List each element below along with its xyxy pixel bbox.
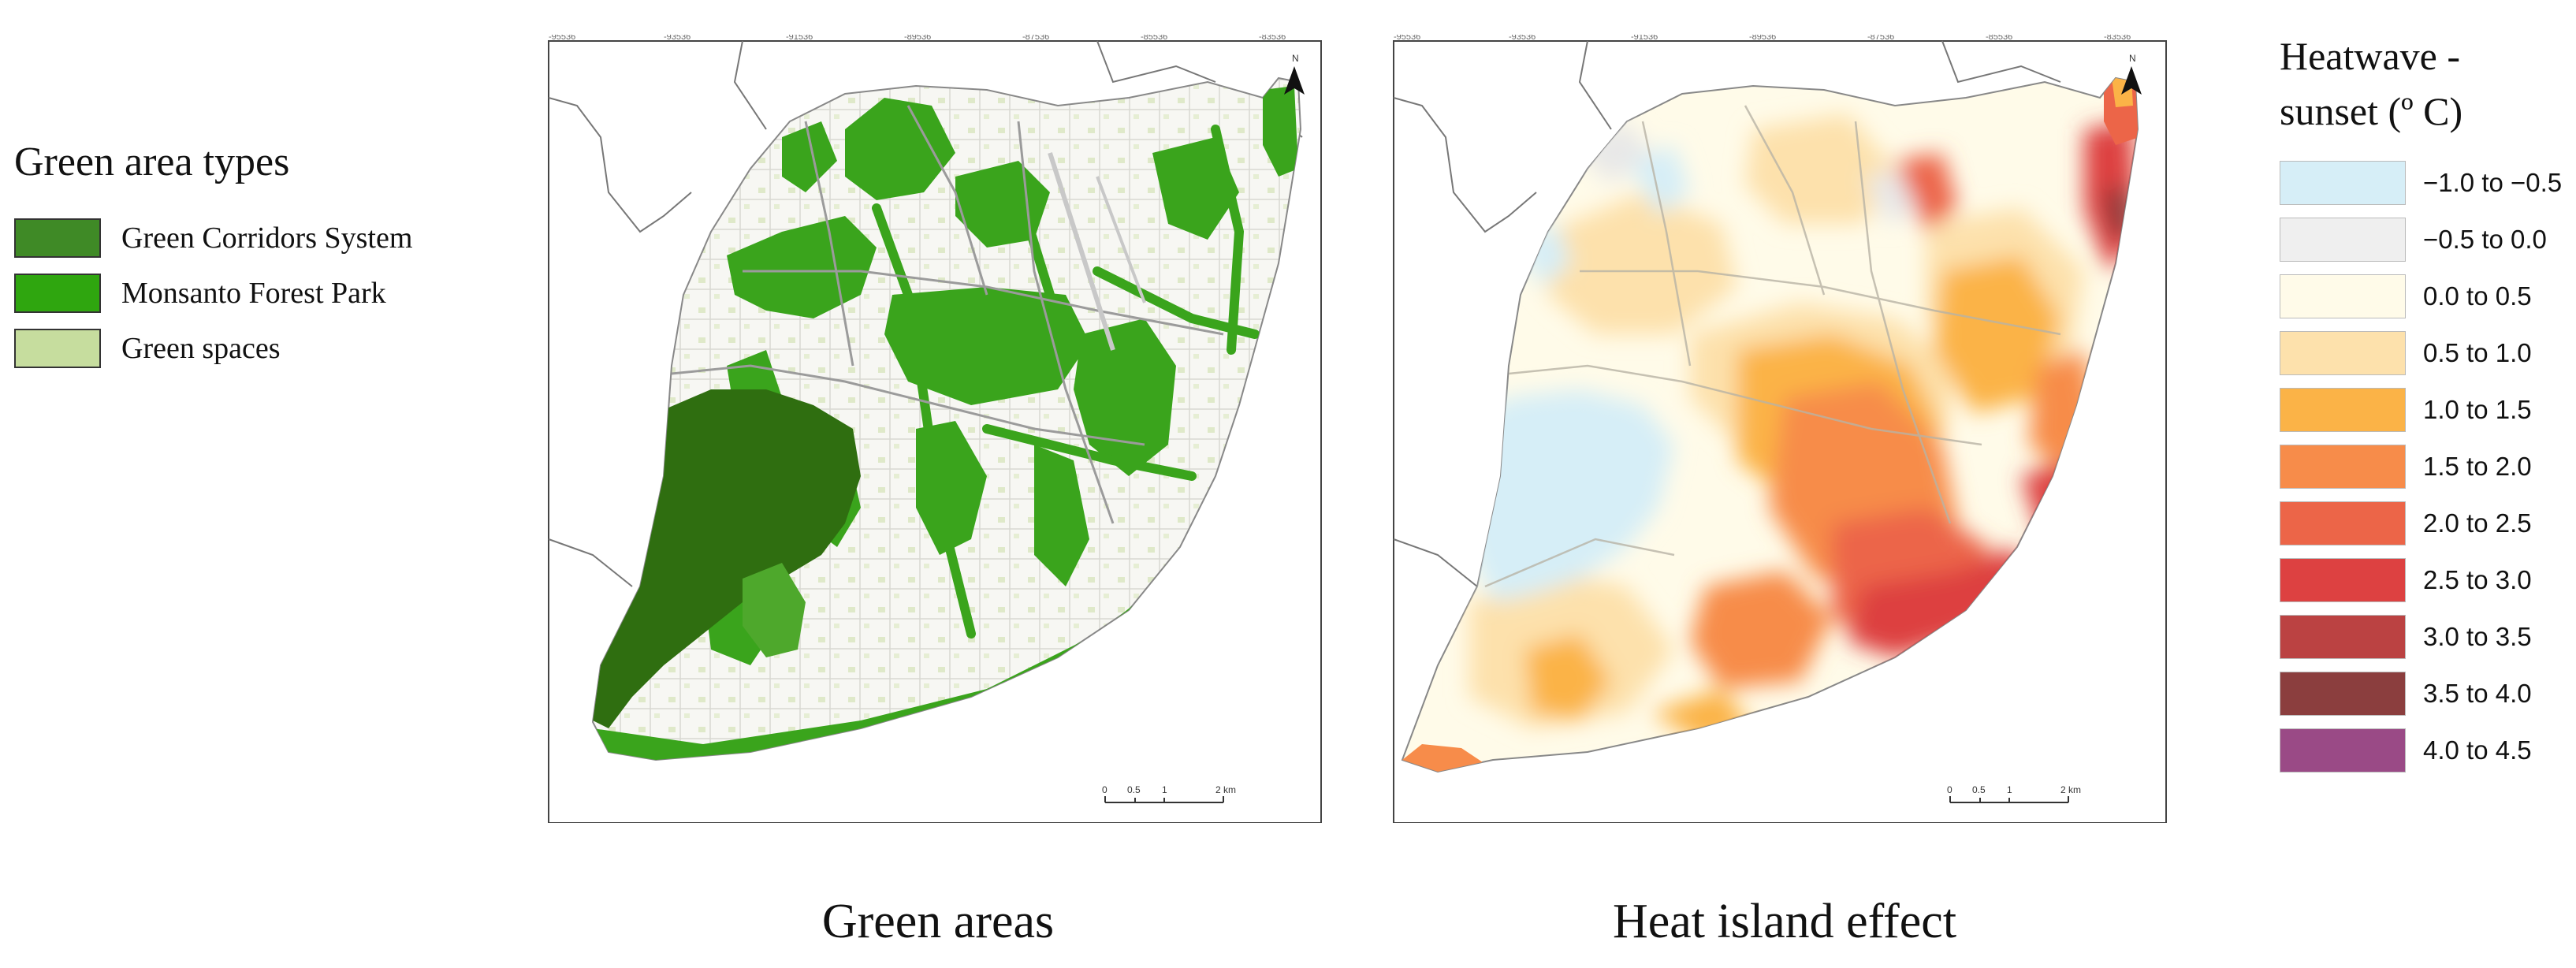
legend-label: 2.5 to 3.0 — [2423, 565, 2532, 594]
legend-label: 4.0 to 4.5 — [2423, 735, 2532, 765]
x-tick-top-0: -95536 — [1394, 35, 1420, 42]
scale-bar: 0 0.5 1 2 km — [1947, 784, 2081, 803]
x-tick-top-0: -95536 — [549, 35, 575, 42]
heat-map-caption: Heat island effect — [1612, 895, 1957, 948]
heatwave-legend: Heatwave - sunset (º C) −1.0 to −0.5 −0.… — [2280, 28, 2571, 784]
x-tick-top-4: -87536 — [1867, 35, 1894, 42]
scale-label-0: 0 — [1947, 784, 1952, 795]
legend-label: Green spaces — [121, 332, 281, 365]
scale-label-1: 1 — [2007, 784, 2012, 795]
heat-legend-title: Heatwave - sunset (º C) — [2280, 28, 2571, 139]
x-tick-top-2: -91536 — [1631, 35, 1658, 42]
legend-label: Monsanto Forest Park — [121, 277, 386, 310]
legend-item-green-corridors: Green Corridors System — [14, 216, 519, 260]
legend-swatch — [2280, 728, 2406, 773]
legend-swatch — [2280, 672, 2406, 716]
heat-legend-item: 3.5 to 4.0 — [2280, 670, 2571, 717]
heat-legend-item: 1.0 to 1.5 — [2280, 386, 2571, 434]
heat-legend-item: 0.0 to 0.5 — [2280, 273, 2571, 320]
legend-swatch — [2280, 388, 2406, 432]
heat-legend-item: 2.0 to 2.5 — [2280, 500, 2571, 547]
x-tick-labels: -95536 -93536 -91536 -89536 -87536 -8553… — [1394, 35, 2131, 42]
x-tick-top-6: -83536 — [1259, 35, 1286, 42]
legend-swatch — [2280, 161, 2406, 205]
legend-swatch — [2280, 331, 2406, 375]
x-tick-top-5: -85536 — [1986, 35, 2012, 42]
scale-label-05: 0.5 — [1972, 784, 1986, 795]
heat-legend-item: 2.5 to 3.0 — [2280, 557, 2571, 604]
scale-label-1: 1 — [1162, 784, 1167, 795]
x-tick-top-4: -87536 — [1022, 35, 1049, 42]
heat-legend-item: 0.5 to 1.0 — [2280, 329, 2571, 377]
legend-label: 3.0 to 3.5 — [2423, 622, 2532, 651]
scale-label-2km: 2 km — [1215, 784, 1236, 795]
green-legend-title: Green area types — [14, 140, 290, 184]
x-tick-top-1: -93536 — [1509, 35, 1536, 42]
legend-label: −0.5 to 0.0 — [2423, 225, 2547, 254]
legend-label: −1.0 to −0.5 — [2423, 168, 2563, 197]
heat-legend-item: 3.0 to 3.5 — [2280, 613, 2571, 661]
x-tick-top-1: -93536 — [664, 35, 691, 42]
legend-swatch — [2280, 501, 2406, 545]
legend-item-monsanto: Monsanto Forest Park — [14, 271, 519, 315]
legend-label: 0.0 to 0.5 — [2423, 281, 2532, 311]
north-arrow-icon: N — [2121, 53, 2142, 95]
legend-swatch — [2280, 558, 2406, 602]
legend-swatch — [14, 274, 101, 313]
legend-swatch — [2280, 615, 2406, 659]
legend-swatch — [2280, 274, 2406, 318]
heat-legend-title-line2: sunset (º C) — [2280, 89, 2463, 133]
x-tick-top-3: -89536 — [1749, 35, 1776, 42]
green-map-caption: Green areas — [821, 895, 1055, 948]
legend-swatch — [14, 329, 101, 368]
north-arrow-icon: N — [1284, 53, 1305, 95]
legend-swatch — [2280, 218, 2406, 262]
green-areas-map: -95536 -93536 -91536 -89536 -87536 -8553… — [545, 35, 1326, 823]
heat-legend-item: −0.5 to 0.0 — [2280, 216, 2571, 263]
legend-item-green-spaces: Green spaces — [14, 326, 519, 370]
scale-label-05: 0.5 — [1127, 784, 1141, 795]
north-label: N — [1292, 53, 1299, 64]
legend-label: 1.5 to 2.0 — [2423, 452, 2532, 481]
x-tick-top-2: -91536 — [786, 35, 813, 42]
legend-swatch — [2280, 445, 2406, 489]
x-tick-labels: -95536 -93536 -91536 -89536 -87536 -8553… — [549, 35, 1286, 42]
heat-legend-item: −1.0 to −0.5 — [2280, 159, 2571, 207]
x-tick-top-6: -83536 — [2104, 35, 2131, 42]
legend-label: 2.0 to 2.5 — [2423, 508, 2532, 538]
heat-legend-title-line1: Heatwave - — [2280, 34, 2461, 78]
heat-legend-item: 1.5 to 2.0 — [2280, 443, 2571, 490]
legend-label: 3.5 to 4.0 — [2423, 679, 2532, 708]
heat-legend-item: 4.0 to 4.5 — [2280, 727, 2571, 774]
scale-label-2km: 2 km — [2060, 784, 2081, 795]
x-tick-top-3: -89536 — [904, 35, 931, 42]
heat-island-map: -95536 -93536 -91536 -89536 -87536 -8553… — [1390, 35, 2171, 823]
x-tick-top-5: -85536 — [1141, 35, 1167, 42]
legend-swatch — [14, 218, 101, 258]
legend-label: 1.0 to 1.5 — [2423, 395, 2532, 424]
green-area-legend: Green area types Green Corridors System … — [14, 139, 519, 382]
scale-label-0: 0 — [1102, 784, 1107, 795]
north-label: N — [2129, 53, 2136, 64]
scale-bar: 0 0.5 1 2 km — [1102, 784, 1236, 803]
legend-label: Green Corridors System — [121, 222, 413, 255]
legend-label: 0.5 to 1.0 — [2423, 338, 2532, 367]
